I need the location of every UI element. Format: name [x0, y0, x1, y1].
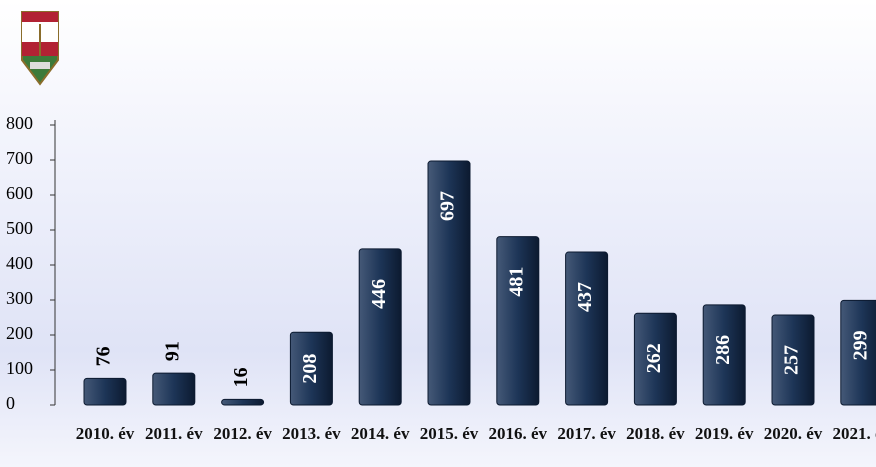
value-label: 257 — [781, 345, 803, 375]
value-label: 76 — [93, 346, 115, 366]
value-label: 262 — [643, 343, 665, 373]
value-label: 91 — [161, 341, 183, 361]
x-tick-label: 2019. év — [694, 424, 754, 443]
y-tick-label: 200 — [6, 323, 33, 343]
y-tick-label: 800 — [6, 113, 33, 133]
y-tick-label: 300 — [6, 288, 33, 308]
bar — [83, 377, 127, 406]
bar — [221, 398, 265, 406]
bar — [633, 312, 677, 406]
x-tick-label: 2011. év — [144, 424, 203, 443]
x-tick-label: 2015. év — [419, 424, 479, 443]
value-label: 299 — [849, 330, 871, 360]
y-tick-label: 0 — [6, 393, 15, 413]
bar — [496, 236, 540, 406]
logo — [21, 11, 59, 86]
value-label: 446 — [368, 279, 390, 309]
y-tick-label: 600 — [6, 183, 33, 203]
x-tick-label: 2010. év — [75, 424, 135, 443]
y-tick-label: 500 — [6, 218, 33, 238]
x-tick-label: 2020. év — [763, 424, 823, 443]
y-tick-label: 100 — [6, 358, 33, 378]
y-tick-label: 400 — [6, 253, 33, 273]
x-tick-label: 2014. év — [350, 424, 410, 443]
value-label: 697 — [437, 191, 459, 221]
value-label: 286 — [712, 335, 734, 365]
bar — [152, 372, 196, 406]
x-tick-label: 2021. év — [832, 424, 876, 443]
value-label: 208 — [299, 354, 321, 384]
x-tick-label: 2018. év — [626, 424, 685, 443]
x-tick-label: 2016. év — [488, 424, 548, 443]
bar — [702, 304, 746, 406]
x-tick-label: 2017. év — [557, 424, 616, 443]
bar — [289, 331, 333, 406]
x-tick-label: 2013. év — [282, 424, 341, 443]
bar — [840, 299, 876, 406]
bar — [565, 251, 609, 406]
x-tick-label: 2012. év — [213, 424, 272, 443]
bar — [427, 160, 471, 406]
value-label: 16 — [230, 367, 252, 387]
bar — [771, 314, 815, 406]
y-tick-label: 700 — [6, 148, 33, 168]
value-label: 437 — [574, 282, 596, 312]
bar — [358, 248, 402, 406]
value-label: 481 — [505, 267, 527, 297]
